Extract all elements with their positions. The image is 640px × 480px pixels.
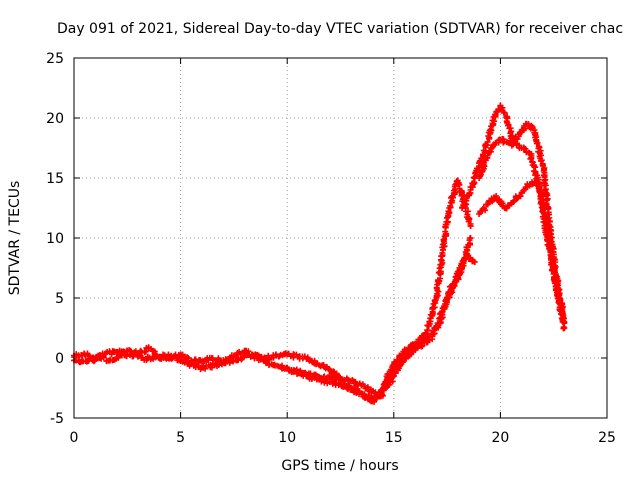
data-marker xyxy=(322,376,329,383)
x-tick-label: 5 xyxy=(176,430,185,446)
data-point xyxy=(467,235,474,241)
data-marker xyxy=(452,278,459,285)
series-6-markers xyxy=(476,179,568,332)
x-tick-label: 20 xyxy=(491,430,509,446)
y-tick-label: 25 xyxy=(46,51,64,67)
data-marker xyxy=(499,104,506,111)
y-tick-label: 10 xyxy=(46,231,64,247)
data-points xyxy=(71,102,568,405)
data-marker xyxy=(534,139,541,146)
data-marker xyxy=(202,365,209,372)
data-marker xyxy=(72,357,79,364)
data-marker xyxy=(517,193,524,200)
data-point xyxy=(467,223,474,229)
data-point xyxy=(471,259,478,265)
data-point xyxy=(484,139,491,145)
x-axis-title: GPS time / hours xyxy=(281,458,398,474)
data-marker xyxy=(503,205,510,212)
grid xyxy=(74,58,607,418)
data-marker xyxy=(538,157,545,164)
data-marker xyxy=(554,292,561,299)
data-marker xyxy=(100,354,107,361)
data-marker xyxy=(520,187,527,194)
axes: 0 5 10 15 20 25 -5 0 5 10 15 20 25 xyxy=(46,51,616,446)
y-tick-label: 15 xyxy=(46,171,64,187)
data-marker xyxy=(461,255,468,262)
data-point xyxy=(561,325,568,331)
data-marker xyxy=(480,205,487,212)
data-marker xyxy=(455,180,462,187)
x-tick-label: 15 xyxy=(385,430,403,446)
data-marker xyxy=(467,254,474,261)
data-marker xyxy=(418,340,425,347)
series-3-markers xyxy=(284,235,474,405)
data-marker xyxy=(458,192,465,199)
x-tick-label: 10 xyxy=(278,430,296,446)
y-axis-title: SDTVAR / TECUs xyxy=(7,181,23,296)
data-marker xyxy=(395,362,402,369)
plot-frame xyxy=(73,57,608,419)
data-marker xyxy=(191,360,198,367)
data-marker xyxy=(123,353,130,360)
y-tick-label: 5 xyxy=(55,291,64,307)
data-marker xyxy=(424,327,431,334)
data-marker xyxy=(558,315,565,322)
data-marker xyxy=(501,109,508,116)
chart-title: Day 091 of 2021, Sidereal Day-to-day VTE… xyxy=(57,21,623,37)
x-tick-label: 25 xyxy=(598,430,616,446)
y-tick-label: 0 xyxy=(55,351,64,367)
x-tick-label: 0 xyxy=(70,430,79,446)
data-marker xyxy=(440,236,447,243)
y-tick-label: -5 xyxy=(50,411,64,427)
data-marker xyxy=(426,333,433,340)
data-marker xyxy=(195,362,202,369)
data-marker xyxy=(157,353,164,360)
series-2-markers xyxy=(71,251,478,400)
series-1-markers xyxy=(71,177,474,404)
y-tick-label: 20 xyxy=(46,111,64,127)
